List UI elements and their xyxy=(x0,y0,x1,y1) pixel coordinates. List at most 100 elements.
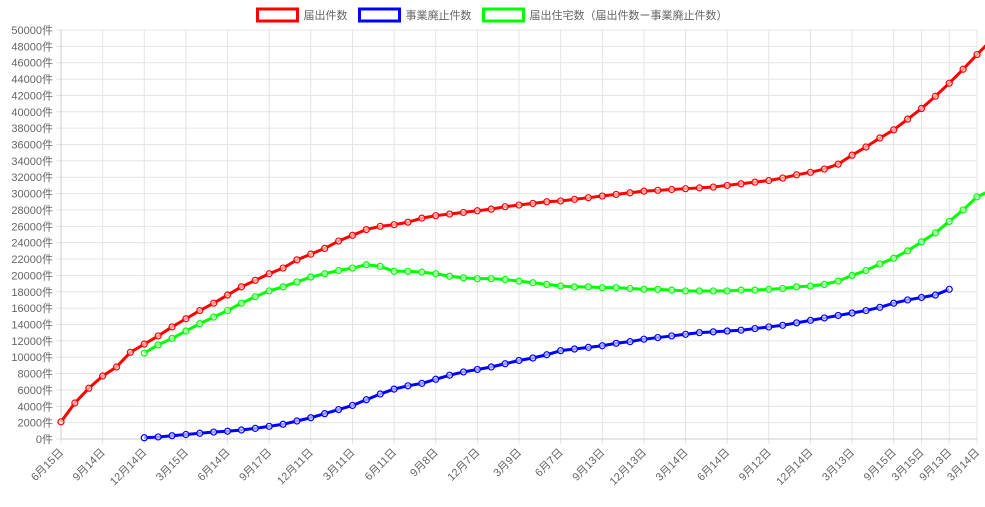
data-point xyxy=(557,347,565,355)
data-point xyxy=(640,285,648,293)
x-tick-label: 6月14日 xyxy=(695,447,732,484)
data-point xyxy=(681,185,690,193)
data-point xyxy=(501,275,509,284)
data-point xyxy=(792,319,801,327)
x-tick-label: 9月12日 xyxy=(737,447,774,484)
data-point xyxy=(612,284,620,292)
data-point xyxy=(182,327,190,335)
data-point xyxy=(334,237,343,245)
data-point xyxy=(515,277,523,285)
data-point xyxy=(307,414,315,422)
data-point xyxy=(820,314,828,322)
data-point xyxy=(515,201,523,209)
data-point xyxy=(709,328,717,336)
data-point xyxy=(154,332,162,340)
y-tick-label: 18000件 xyxy=(11,286,53,299)
data-point xyxy=(223,427,232,435)
data-point xyxy=(584,194,592,202)
legend[interactable]: 届出件数 事業廃止件数 届出住宅数（届出件数ー事業廃止件数） xyxy=(256,7,728,23)
data-point xyxy=(307,273,315,281)
data-point xyxy=(792,283,801,291)
data-point xyxy=(890,254,898,262)
data-point xyxy=(557,197,565,205)
data-point xyxy=(695,287,704,295)
data-point xyxy=(223,306,232,315)
data-point xyxy=(612,339,620,347)
y-tick-label: 10000件 xyxy=(11,351,53,364)
data-point xyxy=(251,276,259,284)
x-tick-label: 12月7日 xyxy=(445,447,482,484)
y-tick-label: 20000件 xyxy=(11,269,53,282)
y-tick-label: 40000件 xyxy=(11,106,53,119)
data-point xyxy=(904,296,912,304)
legend-item-1[interactable]: 事業廃止件数 xyxy=(358,7,472,23)
data-point xyxy=(418,268,426,276)
x-tick-label: 3月9日 xyxy=(491,447,524,480)
data-point xyxy=(862,306,870,315)
data-point xyxy=(529,279,537,287)
data-point xyxy=(584,343,592,351)
x-tick-label: 6月7日 xyxy=(533,447,566,480)
y-tick-label: 8000件 xyxy=(18,368,53,381)
legend-item-0[interactable]: 届出件数 xyxy=(256,7,348,23)
data-point xyxy=(876,260,884,268)
series-1 xyxy=(140,285,953,442)
data-point xyxy=(487,363,495,371)
data-point xyxy=(612,190,620,199)
data-point xyxy=(779,284,787,293)
data-point xyxy=(806,316,815,324)
x-tick-label: 3月14日 xyxy=(654,447,691,484)
series-2 xyxy=(140,191,985,357)
data-point xyxy=(626,338,634,346)
y-tick-label: 48000件 xyxy=(11,40,53,53)
data-point xyxy=(376,222,384,230)
data-point xyxy=(154,341,162,349)
data-point xyxy=(765,323,773,331)
data-point xyxy=(723,181,731,190)
data-point xyxy=(848,309,856,317)
data-point xyxy=(459,368,468,376)
x-tick-label: 3月13日 xyxy=(820,447,857,484)
y-tick-label: 34000件 xyxy=(11,155,53,168)
legend-label: 届出住宅数（届出件数ー事業廃止件数） xyxy=(530,8,728,22)
data-point xyxy=(543,351,551,359)
data-point xyxy=(390,267,398,275)
data-point xyxy=(57,418,65,426)
data-point xyxy=(265,422,273,430)
data-point xyxy=(140,340,148,348)
data-point xyxy=(931,291,939,299)
data-point xyxy=(251,293,259,301)
data-point xyxy=(806,168,815,176)
data-point xyxy=(459,208,468,217)
data-point xyxy=(654,186,662,194)
data-point xyxy=(779,174,787,182)
data-point xyxy=(806,282,815,290)
legend-item-2[interactable]: 届出住宅数（届出件数ー事業廃止件数） xyxy=(482,7,728,23)
data-point xyxy=(196,429,204,437)
data-point xyxy=(598,284,606,292)
data-point xyxy=(737,180,745,188)
data-point xyxy=(307,250,315,258)
data-point xyxy=(223,291,232,299)
data-point xyxy=(321,244,329,253)
data-point xyxy=(279,283,287,291)
data-point xyxy=(432,270,440,278)
series-line xyxy=(144,287,950,440)
data-point xyxy=(265,270,273,278)
y-tick-label: 36000件 xyxy=(11,139,53,152)
data-point xyxy=(640,335,648,343)
data-point xyxy=(973,50,981,59)
data-point xyxy=(362,261,370,269)
data-point xyxy=(945,217,953,226)
data-point xyxy=(140,349,148,357)
data-point xyxy=(168,334,176,342)
data-point xyxy=(473,207,481,215)
data-point xyxy=(695,184,704,192)
data-point xyxy=(321,270,329,278)
data-point xyxy=(973,193,981,201)
data-point xyxy=(265,287,273,295)
legend-swatch xyxy=(358,7,401,23)
data-point xyxy=(404,382,412,390)
data-point xyxy=(917,104,926,113)
